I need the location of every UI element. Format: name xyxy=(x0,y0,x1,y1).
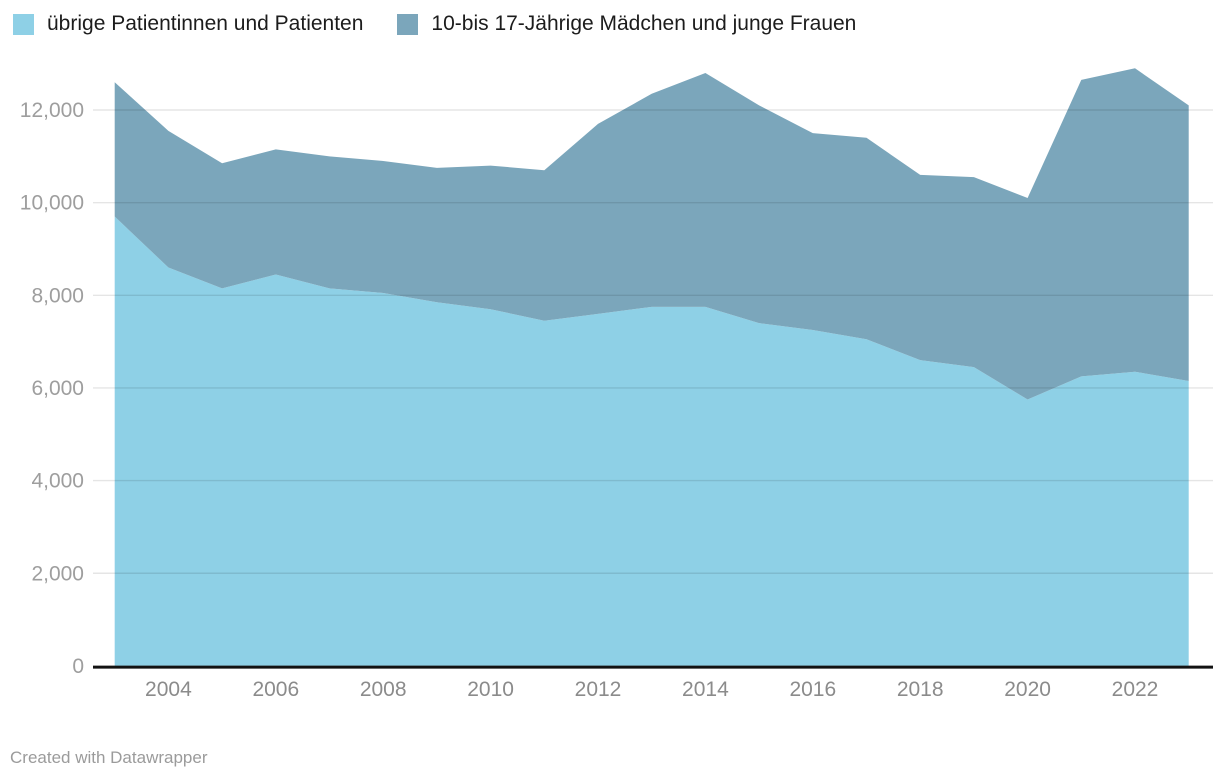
credit-text[interactable]: Created with Datawrapper xyxy=(10,748,208,767)
legend-label-maedchen-junge-frauen: 10-bis 17-Jährige Mädchen und junge Frau… xyxy=(431,12,857,35)
y-tick-label: 4,000 xyxy=(31,470,84,493)
area-series-1 xyxy=(114,68,1189,400)
legend-swatch-maedchen-junge-frauen xyxy=(397,13,419,35)
x-tick-label: 2022 xyxy=(1112,678,1159,701)
x-tick-label: 2018 xyxy=(897,678,944,701)
y-tick-label: 2,000 xyxy=(31,562,84,585)
x-tick-label: 2010 xyxy=(467,678,514,701)
y-tick-label: 12,000 xyxy=(20,99,84,122)
legend-item-uebrige-patienten: übrige Patientinnen und Patienten xyxy=(13,13,363,35)
x-tick-label: 2012 xyxy=(575,678,622,701)
x-tick-label: 2004 xyxy=(145,678,192,701)
y-tick-label: 8,000 xyxy=(31,284,84,307)
legend-item-maedchen-junge-frauen: 10-bis 17-Jährige Mädchen und junge Frau… xyxy=(397,13,856,35)
y-tick-label: 6,000 xyxy=(31,377,84,400)
credit-line: Created with Datawrapper xyxy=(10,748,207,768)
x-tick-label: 2020 xyxy=(1004,678,1051,701)
x-tick-label: 2006 xyxy=(252,678,299,701)
x-tick-label: 2008 xyxy=(360,678,407,701)
x-tick-label: 2016 xyxy=(789,678,836,701)
y-tick-label: 10,000 xyxy=(20,192,84,215)
legend-label-uebrige-patienten: übrige Patientinnen und Patienten xyxy=(47,12,364,35)
y-tick-label: 0 xyxy=(72,655,84,678)
area-series-0 xyxy=(114,216,1189,666)
x-tick-label: 2014 xyxy=(682,678,729,701)
legend-swatch-uebrige-patienten xyxy=(13,13,34,35)
legend: übrige Patientinnen und Patienten 10-bis… xyxy=(13,13,856,35)
